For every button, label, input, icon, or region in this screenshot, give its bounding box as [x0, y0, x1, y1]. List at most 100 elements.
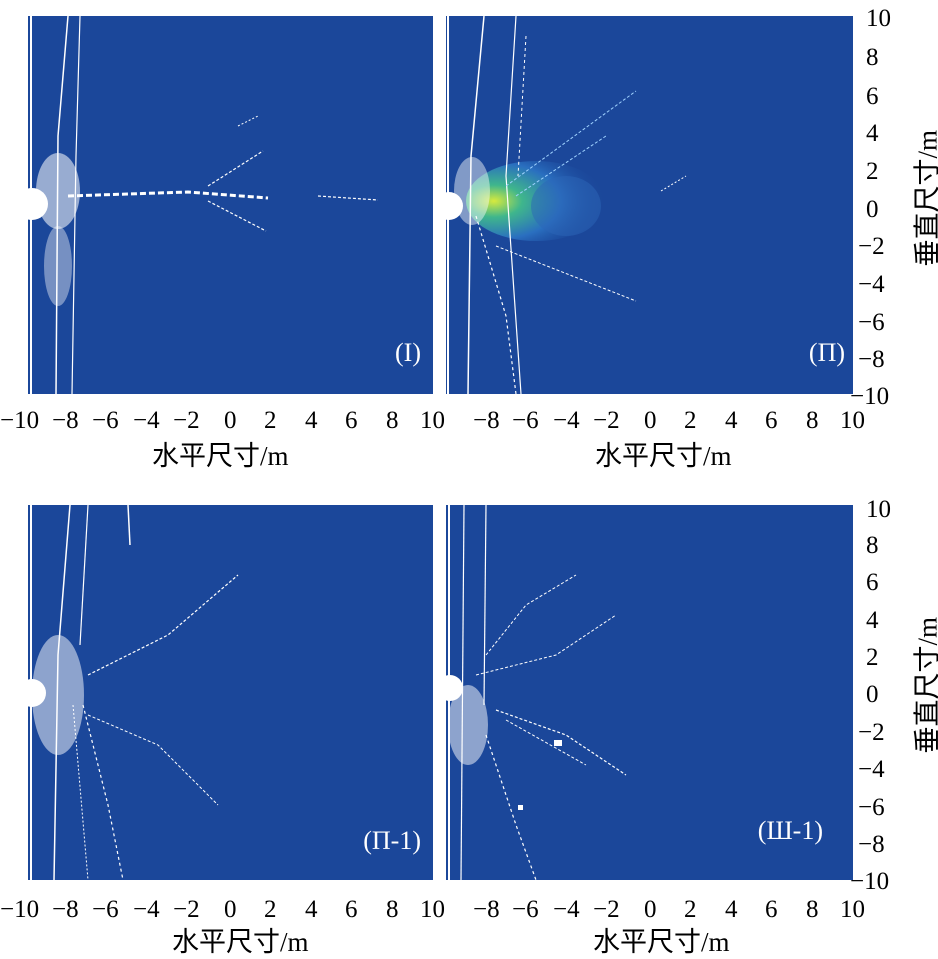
y-tick: −6	[858, 794, 885, 821]
x-tick: 0	[644, 407, 657, 434]
x-tick: 4	[725, 896, 738, 923]
x-axis-label-2: 水平尺寸/m	[595, 441, 732, 471]
x-tick: 10	[840, 896, 865, 923]
crack-line	[505, 719, 587, 766]
plot-area-3: (Π-1)	[28, 505, 433, 880]
crack-line	[505, 90, 637, 187]
plot-area-4: (Ш-1)	[446, 505, 853, 880]
x-tick: −10	[0, 407, 40, 434]
crack-line	[467, 16, 485, 394]
crack-pattern-2	[446, 16, 687, 394]
x-tick: −4	[133, 896, 160, 923]
x-tick: −10	[0, 896, 40, 923]
x-tick: 10	[420, 896, 445, 923]
y-tick: 6	[866, 83, 879, 110]
x-tick: −2	[593, 896, 620, 923]
crack-line	[87, 574, 239, 676]
y-tick: 6	[866, 569, 879, 596]
x-tick: −2	[173, 407, 200, 434]
crack-line	[515, 135, 607, 197]
y-tick: 4	[866, 607, 879, 634]
y-tick: 2	[866, 644, 879, 671]
x-tick: 6	[765, 896, 778, 923]
fracture-zone	[36, 153, 80, 229]
crack-line	[475, 215, 517, 394]
x-axis-ticks-3: −10 −8 −6 −4 −2 0 2 4 6 8 10	[0, 896, 445, 925]
y-tick: −2	[858, 719, 885, 746]
fracture-fragment	[518, 805, 523, 810]
stress-halo	[531, 176, 601, 236]
x-tick: −8	[52, 896, 79, 923]
crack-line	[517, 35, 527, 177]
y-axis-ticks-2: 10 8 6 4 2 0 −2 −4 −6 −8 −10	[850, 6, 902, 409]
x-axis-label-4: 水平尺寸/m	[593, 927, 730, 957]
y-tick: −2	[858, 233, 885, 260]
crack-pattern-3	[28, 505, 239, 880]
y-tick: 8	[866, 44, 879, 71]
x-tick: −2	[173, 896, 200, 923]
plot-area-1: (I)	[28, 16, 433, 394]
fracture-zone	[454, 157, 490, 225]
x-tick: −6	[92, 407, 119, 434]
x-axis-ticks-1: −10 −8 −6 −4 −2 0 2 4 6 8 10	[0, 407, 445, 436]
y-tick: −4	[858, 756, 885, 783]
crack-line	[495, 709, 627, 776]
x-tick: 10	[840, 407, 865, 434]
x-tick: 10	[420, 407, 445, 434]
crack-line	[483, 505, 487, 706]
x-tick: 8	[806, 407, 819, 434]
panel-label-3: (Π-1)	[363, 826, 421, 855]
y-tick: −4	[858, 271, 885, 298]
x-tick: 0	[224, 896, 237, 923]
crack-line	[237, 115, 259, 127]
x-axis-ticks-4: −8 −6 −4 −2 0 2 4 6 8 10	[446, 896, 865, 925]
y-tick: −6	[858, 309, 885, 336]
fracture-fragment	[554, 740, 562, 746]
crack-pattern-1	[28, 16, 379, 394]
x-tick: −2	[593, 407, 620, 434]
x-tick: −6	[92, 896, 119, 923]
crack-line	[485, 734, 537, 880]
x-tick: −8	[473, 896, 500, 923]
crack-line	[505, 16, 522, 394]
x-tick: 4	[305, 407, 318, 434]
crack-line	[207, 150, 264, 187]
crack-line	[317, 195, 379, 201]
crack-line	[475, 614, 617, 676]
x-axis-ticks-2: −8 −6 −4 −2 0 2 4 6 8 10	[446, 407, 865, 436]
crack-line	[71, 16, 81, 394]
y-tick: 10	[866, 5, 891, 32]
y-tick: 8	[866, 532, 879, 559]
y-tick: −8	[858, 831, 885, 858]
x-tick: −4	[553, 407, 580, 434]
y-tick: 0	[866, 196, 879, 223]
x-tick: 8	[386, 896, 399, 923]
panel-label-1: (I)	[395, 338, 421, 367]
y-tick: 10	[866, 496, 891, 523]
y-tick: 2	[866, 158, 879, 185]
crack-line	[82, 704, 124, 880]
plot-area-2: (Π)	[446, 16, 853, 394]
x-tick: −6	[512, 896, 539, 923]
y-axis-label-4: 垂直尺寸/m	[912, 616, 938, 754]
x-tick: 2	[684, 896, 697, 923]
crack-line	[495, 245, 637, 302]
crack-line	[485, 574, 577, 656]
y-tick: 4	[866, 120, 879, 147]
fracture-zone	[32, 635, 84, 755]
y-tick: −10	[850, 868, 890, 895]
crack-line	[79, 505, 89, 646]
crack-line	[127, 505, 131, 546]
x-tick: 2	[684, 407, 697, 434]
x-tick: −8	[473, 407, 500, 434]
panel-label-2: (Π)	[808, 338, 845, 367]
y-axis-ticks-4: 10 8 6 4 2 0 −2 −4 −6 −8 −10	[850, 497, 902, 894]
x-tick: 6	[345, 407, 358, 434]
x-tick: −8	[52, 407, 79, 434]
crack-line	[660, 175, 687, 192]
panel-label-4: (Ш-1)	[757, 816, 823, 845]
x-tick: 2	[264, 407, 277, 434]
x-tick: −4	[133, 407, 160, 434]
x-tick: 4	[725, 407, 738, 434]
x-tick: 8	[806, 896, 819, 923]
